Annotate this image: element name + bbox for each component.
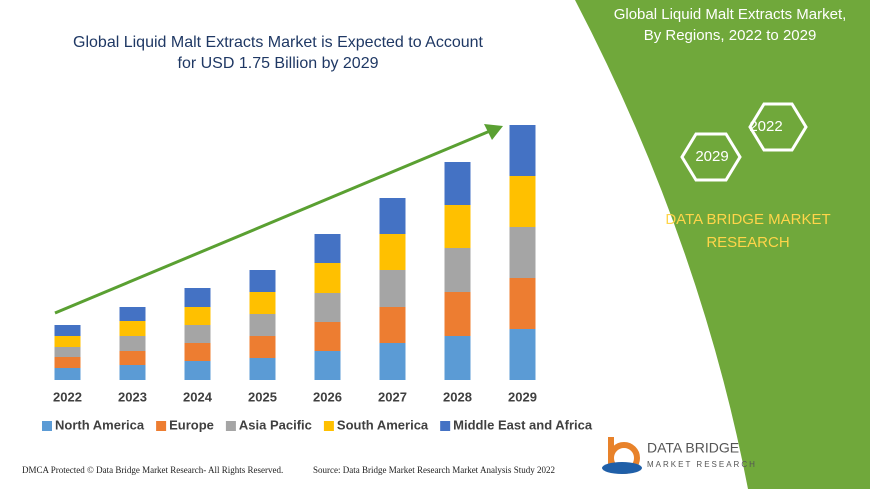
side-panel [575,0,870,489]
x-tick-label: 2023 [118,389,147,404]
chart-title: for USD 1.75 Billion by 2029 [178,55,379,72]
legend-label: Europe [169,417,214,432]
bar-segment [314,322,341,351]
brand-text: RESEARCH [706,234,789,251]
legend-label: North America [55,417,145,432]
bar-segment [184,325,211,343]
bar-segment [444,162,471,205]
x-tick-label: 2022 [53,389,82,404]
logo-text: DATA BRIDGE [647,440,739,456]
bar-segment [444,248,471,292]
footer-right: Source: Data Bridge Market Research Mark… [313,465,555,475]
side-heading: By Regions, 2022 to 2029 [644,27,817,44]
footer-left: DMCA Protected © Data Bridge Market Rese… [22,465,283,475]
bar-segment [184,343,211,361]
bar-segment [509,125,536,176]
x-tick-label: 2029 [508,389,537,404]
brand-text: DATA BRIDGE MARKET [665,211,830,228]
bar-segment [249,314,276,336]
bar-segment [314,351,341,380]
bar-segment [379,307,406,343]
hexagon [680,132,742,182]
bar-segment [509,227,536,278]
bar-segment [54,347,81,357]
bar-segment [119,351,146,365]
bar-segment [119,321,146,336]
bar-segment [444,336,471,380]
bar-segment [379,198,406,234]
bar-segment [379,234,406,270]
legend-label: Middle East and Africa [453,417,593,432]
bar-segment [119,307,146,321]
x-tick-label: 2028 [443,389,472,404]
hexagon [748,102,808,152]
bar-segment [119,365,146,380]
x-tick-label: 2027 [378,389,407,404]
bar-segment [54,325,81,336]
logo: DATA BRIDGE MARKET RESEARCH [602,437,757,474]
legend-swatch [323,421,334,431]
bar-segment [184,361,211,380]
bar-segment [54,368,81,380]
bar-segment [249,358,276,380]
x-tick-label: 2024 [183,389,213,404]
side-heading: Global Liquid Malt Extracts Market, [614,6,847,23]
bar-segment [444,205,471,248]
bar-segment [249,292,276,314]
legend-swatch [225,421,236,431]
plot: 2022 2023 2024 2025 2026 2027 2028 2029 North Am… [42,125,593,432]
legend-swatch [156,421,167,431]
bar-segment [249,270,276,292]
bar-segment [249,336,276,358]
bar-segment [509,278,536,329]
bar-segment [184,307,211,325]
chart-title: Global Liquid Malt Extracts Market is Ex… [73,34,484,51]
bar-segment [509,329,536,380]
bar-segment [314,293,341,322]
bar-segment [54,336,81,347]
bar-segment [509,176,536,227]
legend-label: Asia Pacific [239,417,312,432]
x-tick-label: 2025 [248,389,277,404]
x-tick-label: 2026 [313,389,342,404]
legend-label: South America [337,417,429,432]
bar-segment [379,270,406,307]
logo-mark [602,462,642,474]
arrow-head [484,124,503,140]
hexagon-label: 2029 [695,148,728,165]
legend-swatch [42,421,52,431]
bar-segment [184,288,211,307]
logo-text: MARKET RESEARCH [647,460,757,469]
bar-segment [379,343,406,380]
legend-swatch [440,421,451,431]
hexagon-label: 2022 [749,118,782,135]
bar-segment [54,357,81,368]
bar-segment [444,292,471,336]
trend-arrow [54,129,491,315]
bar-segment [314,234,341,263]
bar-segment [119,336,146,351]
bar-segment [314,263,341,293]
